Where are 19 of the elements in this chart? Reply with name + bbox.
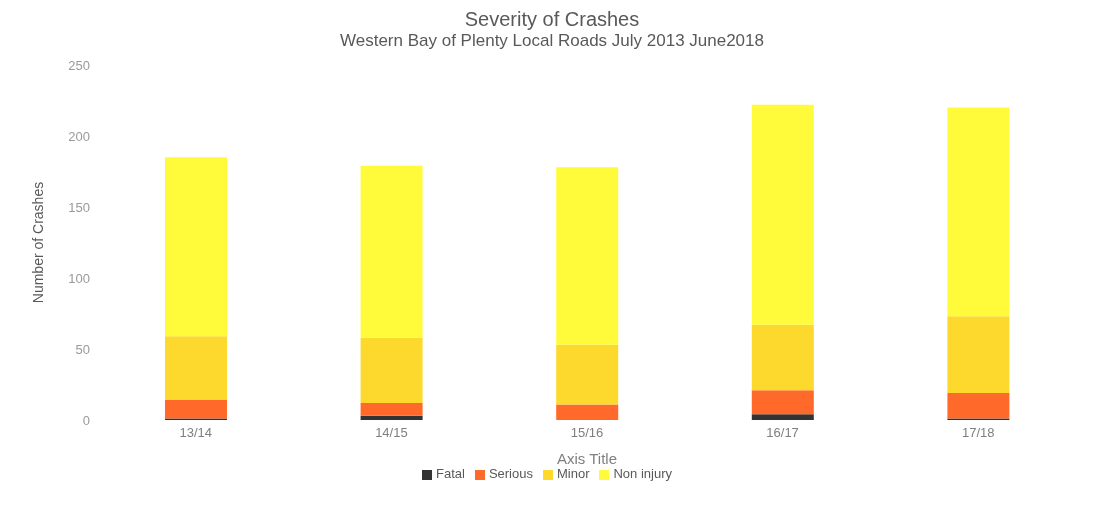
x-tick-label: 16/17 bbox=[766, 425, 799, 441]
legend-label: Fatal bbox=[435, 466, 465, 481]
legend-label: Non injury bbox=[613, 466, 673, 481]
chart-subtitle: Western Bay of Plenty Local Roads July 2013 June2018 bbox=[339, 31, 765, 51]
y-tick-label: 100 bbox=[68, 270, 90, 286]
x-axis-title: Axis Title bbox=[556, 450, 618, 467]
x-tick-label: 13/14 bbox=[179, 425, 213, 441]
y-axis-title: Number of Crashes bbox=[29, 181, 46, 304]
y-tick-label: 250 bbox=[68, 57, 90, 73]
y-tick-label: 50 bbox=[75, 341, 90, 357]
y-tick-label: 200 bbox=[68, 128, 90, 144]
y-tick-label: 150 bbox=[68, 199, 90, 215]
chart-title: Severity of Crashes bbox=[463, 8, 641, 31]
y-tick-label: 0 bbox=[82, 412, 90, 428]
x-tick-label: 15/16 bbox=[570, 425, 604, 441]
x-tick-label: 17/18 bbox=[961, 425, 995, 441]
x-tick-label: 14/15 bbox=[375, 425, 408, 441]
legend-label: Serious bbox=[488, 466, 533, 481]
legend-label: Minor bbox=[556, 466, 590, 481]
